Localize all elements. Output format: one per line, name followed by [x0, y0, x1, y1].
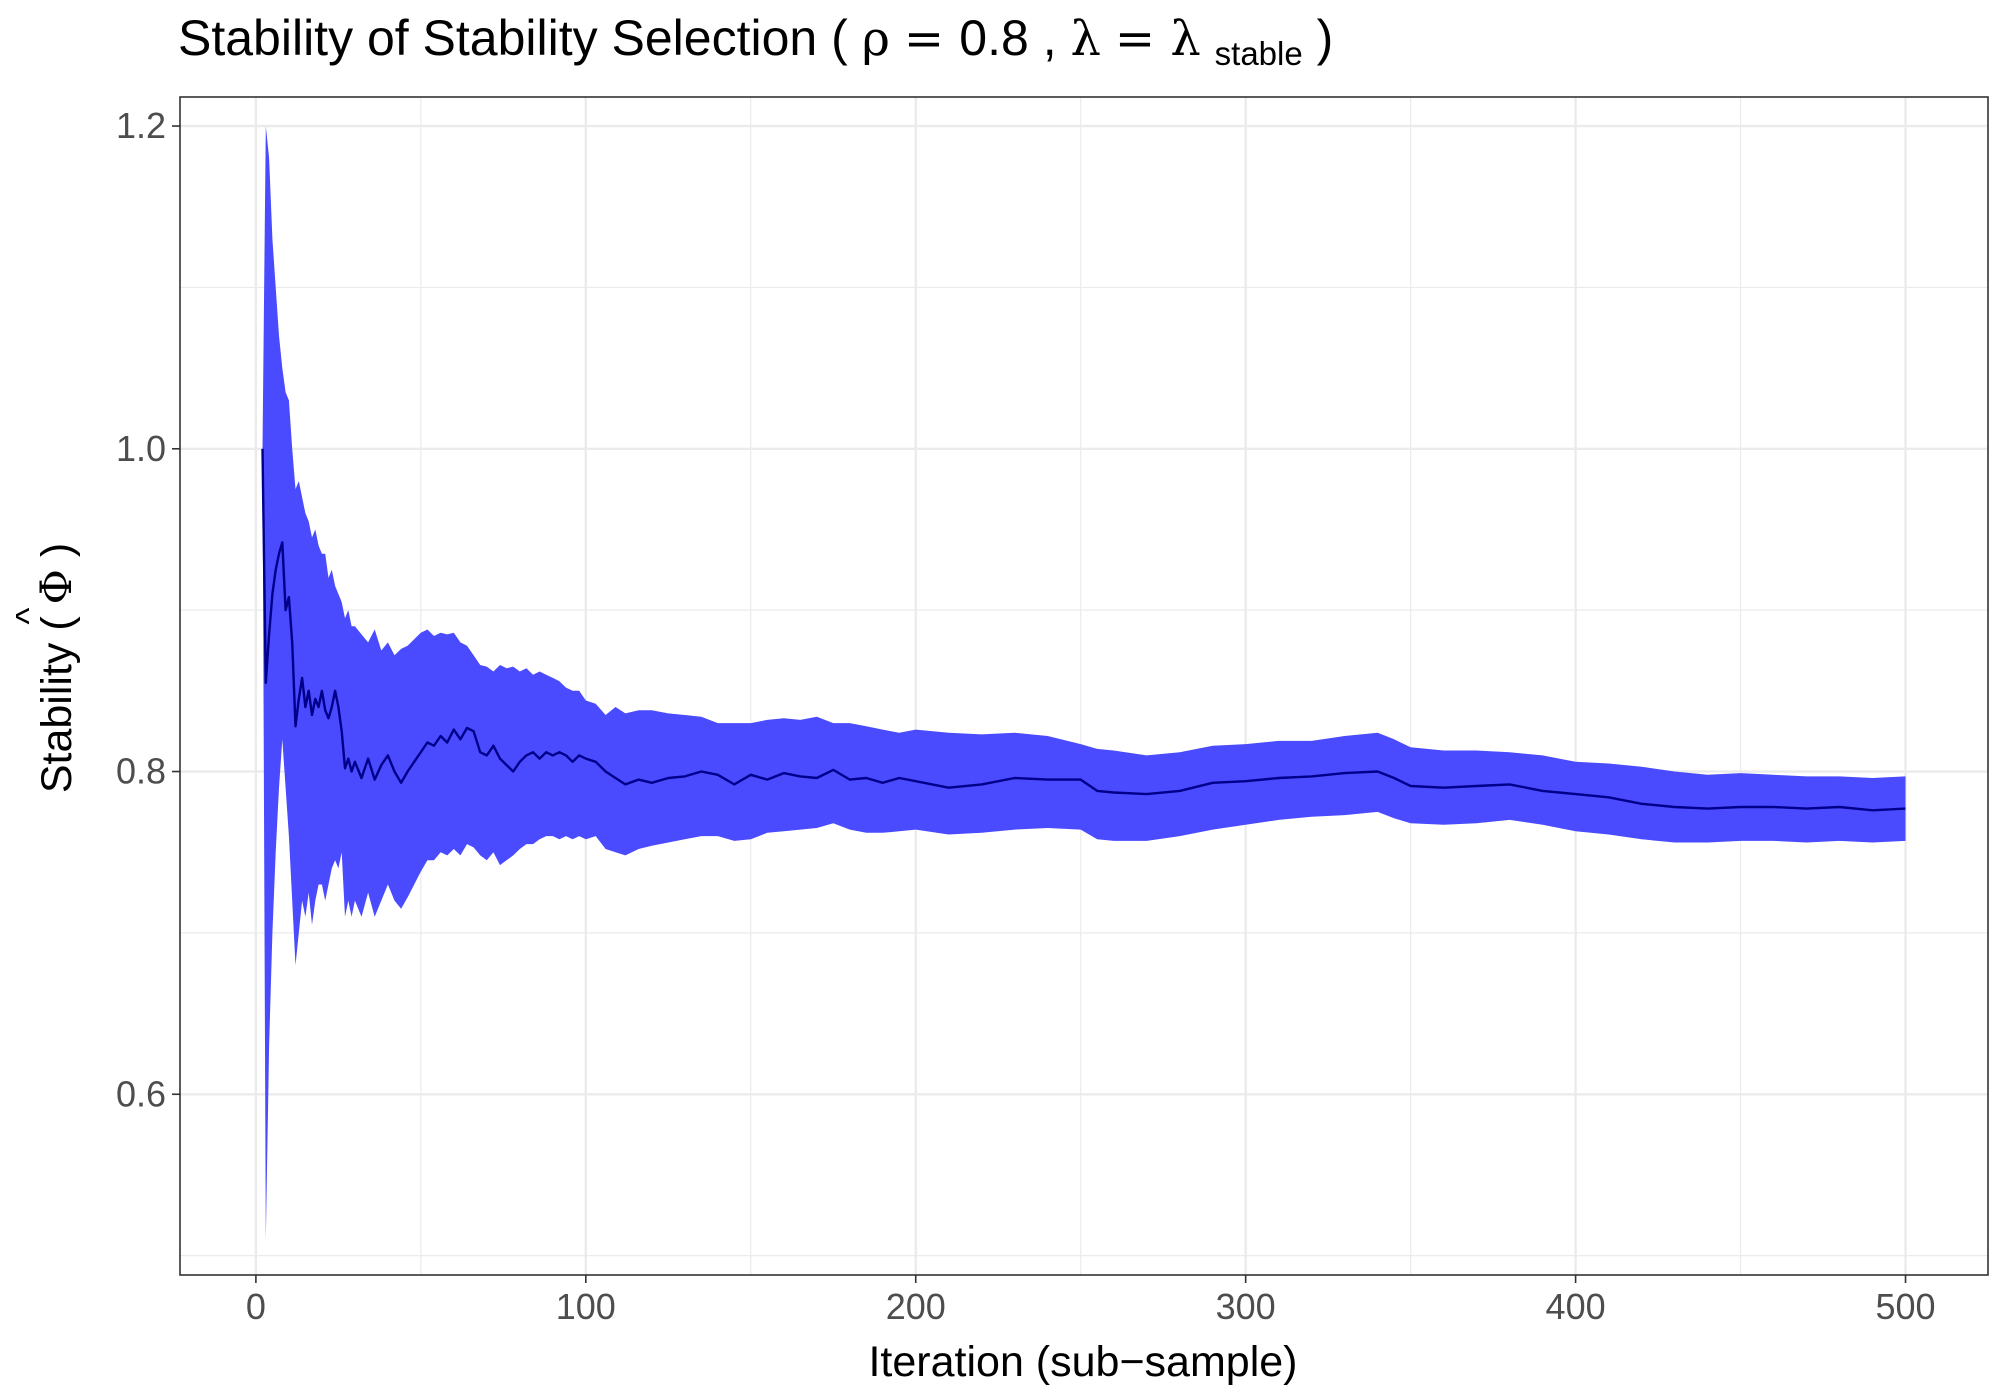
title-lambda-subscript: stable: [1215, 35, 1303, 72]
title-rho-symbol: ρ: [862, 11, 890, 67]
title-text: Stability of Stability Selection: [178, 10, 817, 66]
y-axis-title-hat: ^: [8, 607, 49, 624]
y-axis-title-text: Stability: [33, 642, 81, 793]
x-tick-label: 300: [1216, 1286, 1276, 1327]
mean-stability-line: [261, 448, 1906, 812]
chart-title: Stability of Stability Selection ( ρ = 0…: [178, 10, 1333, 76]
x-tick-label: 200: [886, 1286, 946, 1327]
y-axis-title-symbol: Φ: [32, 569, 82, 604]
x-tick-label: 100: [556, 1286, 616, 1327]
title-lambda-symbol: λ: [1071, 11, 1101, 67]
y-tick-label: 1.2: [116, 105, 166, 146]
y-tick-label: 1.0: [116, 428, 166, 469]
title-rho-value: 0.8: [959, 10, 1029, 66]
x-tick-label: 400: [1546, 1286, 1606, 1327]
x-tick-label: 500: [1875, 1286, 1935, 1327]
y-axis-title: Stability ( Φ ) ^: [8, 543, 82, 793]
title-lambda-symbol-rhs: λ: [1170, 11, 1200, 67]
confidence-band: [262, 126, 1906, 1240]
axes: 0 100 200 300 400 500 0.6 0.8 1.0 1.2: [116, 105, 1936, 1327]
x-tick-label: 0: [246, 1286, 266, 1327]
y-tick-label: 0.8: [116, 751, 166, 792]
y-tick-label: 0.6: [116, 1073, 166, 1114]
panel-border: [179, 96, 1989, 1276]
svg-text:Stability ( Φ: Stability ( Φ ): [32, 543, 82, 793]
x-axis-title: Iteration (sub−sample): [868, 1338, 1297, 1386]
series-layer: [261, 126, 1906, 1240]
